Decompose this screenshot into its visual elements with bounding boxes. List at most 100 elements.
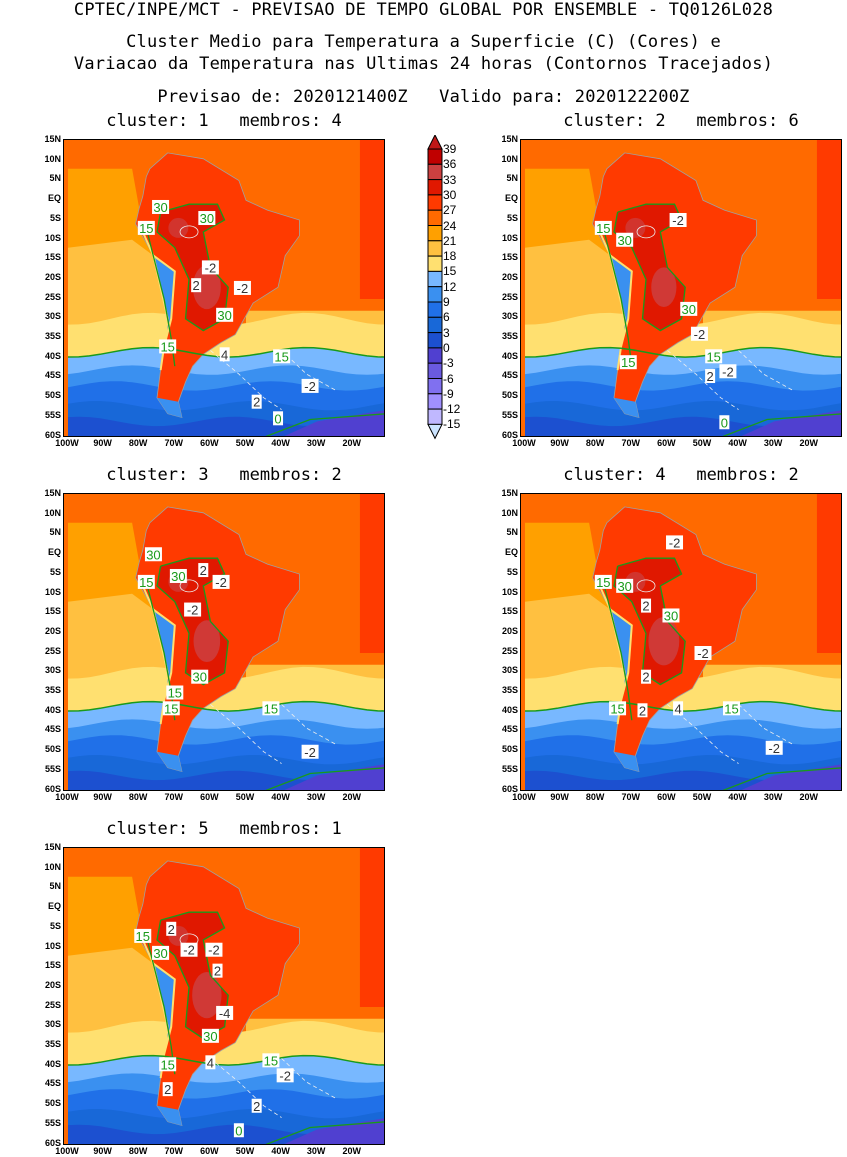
lat-tick: 15S xyxy=(501,606,518,617)
contour-label-bg xyxy=(641,669,652,684)
cold-band xyxy=(284,1118,384,1144)
lon-tick: 30W xyxy=(763,438,783,448)
lon-tick: 70W xyxy=(164,792,184,802)
colorbar-swatch xyxy=(427,225,443,242)
panel-title: cluster: 5 membros: 1 xyxy=(106,819,342,839)
lat-tick: 10S xyxy=(501,232,518,243)
lon-tick: 40W xyxy=(271,1146,290,1156)
very-hot-region xyxy=(192,265,221,310)
lat-tick: 15S xyxy=(44,960,61,971)
contour-label-bg xyxy=(637,703,648,718)
lon-tick: 70W xyxy=(621,792,641,802)
very-hot-region xyxy=(192,972,222,1019)
map-panel-5: 15 30 2 -2 -2 2 -4 30 4 15 2 15 -2 2 0 xyxy=(63,847,385,1145)
lat-tick: EQ xyxy=(47,547,61,558)
lat-tick: 25S xyxy=(44,999,61,1010)
colorbar-swatch xyxy=(427,148,443,165)
contour-label: 30 xyxy=(152,199,170,215)
contour-label-text: 15 xyxy=(139,221,153,236)
contour-label-bg xyxy=(616,578,634,593)
lat-tick: 55S xyxy=(501,763,518,774)
cold-band xyxy=(741,764,841,790)
contour-label-text: 15 xyxy=(610,701,624,716)
contour-label-text: 15 xyxy=(724,701,738,716)
lon-tick: 80W xyxy=(128,792,148,802)
contour-label-bg xyxy=(233,1123,244,1138)
lat-tick: 20S xyxy=(501,271,518,282)
contour-label-bg xyxy=(201,260,219,275)
change-contour xyxy=(281,704,336,745)
contour-label-bg xyxy=(722,701,740,716)
lon-tick: 20W xyxy=(342,792,362,802)
contour-15 xyxy=(524,346,841,358)
lon-tick: 50W xyxy=(692,792,712,802)
colorbar-swatch xyxy=(427,393,443,410)
colorbar-label: -6 xyxy=(443,371,454,386)
colorbar-label: 39 xyxy=(443,142,457,156)
contour-label-bg xyxy=(201,1028,219,1043)
contour-label-text: 0 xyxy=(274,411,281,426)
colorbar-label: 30 xyxy=(443,187,457,202)
contour-label: 15 xyxy=(609,701,627,716)
contour-label: -4 xyxy=(216,1005,234,1021)
lat-tick: 60S xyxy=(44,429,61,440)
lat-tick: 15N xyxy=(44,134,61,144)
contour-label-text: 2 xyxy=(214,964,221,979)
contour-label-bg xyxy=(233,280,251,295)
contour-label-bg xyxy=(765,740,783,755)
contour-label: 15 xyxy=(166,685,184,701)
contour-label-bg xyxy=(609,701,627,716)
patagonia-cold xyxy=(157,751,182,772)
lat-tick: 5S xyxy=(506,566,518,577)
contour-label-text: -2 xyxy=(304,379,316,394)
contour-label-bg xyxy=(262,1053,280,1068)
contour-label: -2 xyxy=(184,602,202,618)
warm-ocean xyxy=(359,848,384,1007)
contour-15 xyxy=(67,700,384,712)
contour-label: 15 xyxy=(705,349,723,364)
contour-label-text: 15 xyxy=(160,339,174,354)
lon-tick: 50W xyxy=(235,438,255,448)
contour-label-bg xyxy=(137,220,155,235)
very-hot-region xyxy=(193,620,221,663)
lat-tick: 50S xyxy=(501,744,518,755)
lat-tick: EQ xyxy=(504,547,518,558)
lon-tick: 30W xyxy=(763,792,783,802)
contour-label-text: 15 xyxy=(160,1057,174,1072)
contour-label-bg xyxy=(159,1057,177,1072)
very-hot-region xyxy=(651,267,677,307)
contour-label-bg xyxy=(152,945,170,960)
map-panel-4: -2 15 30 2 30 -2 2 15 2 4 15 -2 xyxy=(520,493,842,791)
lat-tick: 10N xyxy=(44,861,61,872)
contour-label-bg xyxy=(198,563,209,578)
lat-tick: 5N xyxy=(49,527,61,538)
contour-label-text: 30 xyxy=(203,1029,217,1044)
contour-30 xyxy=(613,557,686,686)
contour-label-text: 0 xyxy=(721,415,728,430)
contour-label-text: -4 xyxy=(219,1006,231,1021)
warm-ocean xyxy=(816,140,841,299)
panel-title: cluster: 3 membros: 2 xyxy=(106,465,342,485)
contour-label: -2 xyxy=(233,280,251,296)
lat-tick: 5S xyxy=(506,212,518,223)
lon-tick: 50W xyxy=(235,792,255,802)
contour-label: 15 xyxy=(262,1053,280,1068)
colorbar-label: -12 xyxy=(443,402,461,417)
contour-label: 15 xyxy=(262,701,280,716)
contour-label-bg xyxy=(152,199,170,214)
contour-label-bg xyxy=(191,669,209,684)
lat-tick: 30S xyxy=(44,1019,61,1030)
contour-label-bg xyxy=(251,1098,262,1113)
contour-label: 30 xyxy=(144,547,162,562)
contour-label: -2 xyxy=(765,740,783,756)
colorbar-swatch xyxy=(427,347,443,364)
contour-label: -2 xyxy=(201,260,219,275)
lon-tick: 40W xyxy=(271,438,290,448)
contour-label-bg xyxy=(594,574,612,589)
contour-label-text: 4 xyxy=(207,1055,214,1070)
contour-label-bg xyxy=(169,568,187,583)
contour-label-bg xyxy=(134,928,152,943)
lat-tick: 20S xyxy=(44,271,61,282)
contour-15 xyxy=(524,700,841,712)
colorbar-top-arrow xyxy=(427,135,443,150)
